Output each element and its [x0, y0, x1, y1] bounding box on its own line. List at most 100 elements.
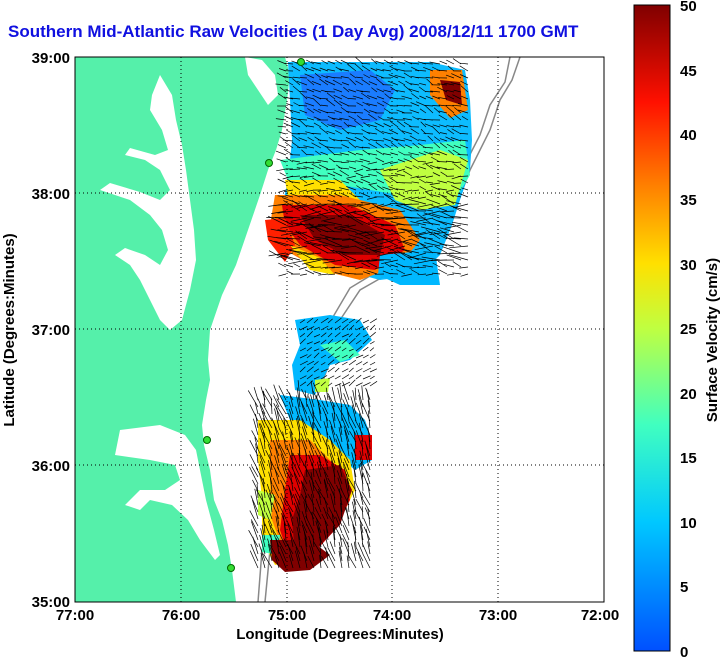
- velocity-arrow: [383, 108, 392, 114]
- velocity-arrow: [354, 509, 364, 527]
- velocity-arrow: [436, 161, 448, 163]
- velocity-arrow: [441, 195, 455, 205]
- velocity-arrow: [365, 443, 371, 464]
- velocity-arrow: [313, 361, 319, 366]
- velocity-arrow: [296, 167, 308, 170]
- velocity-arrow: [327, 346, 333, 352]
- velocity-arrow: [339, 101, 350, 107]
- velocity-arrow: [445, 104, 455, 107]
- velocity-arrow: [340, 192, 350, 198]
- velocity-arrow: [311, 67, 322, 72]
- velocity-arrow: [457, 175, 469, 177]
- velocity-arrow: [318, 195, 329, 198]
- velocity-arrow: [355, 231, 371, 240]
- velocity-arrow: [419, 108, 427, 114]
- velocity-arrow: [373, 168, 385, 171]
- velocity-arrow: [343, 393, 350, 408]
- velocity-arrow: [313, 368, 320, 373]
- velocity-arrow: [296, 516, 301, 534]
- velocity-arrow: [364, 453, 371, 471]
- velocity-arrow: [348, 98, 357, 100]
- velocity-arrow: [334, 272, 343, 275]
- velocity-arrow: [415, 235, 434, 240]
- velocity-arrow: [438, 104, 448, 107]
- velocity-arrow: [355, 332, 361, 338]
- velocity-arrow: [402, 196, 413, 200]
- velocity-arrow: [305, 263, 315, 268]
- velocity-arrow: [359, 456, 364, 471]
- velocity-arrow: [417, 208, 434, 212]
- velocity-arrow: [445, 136, 455, 142]
- velocity-arrow: [286, 129, 294, 135]
- velocity-arrow: [387, 62, 399, 65]
- y-tick-label: 39:00: [32, 50, 70, 67]
- velocity-arrow: [328, 507, 336, 520]
- velocity-arrow: [422, 221, 441, 226]
- velocity-arrow: [360, 463, 364, 478]
- velocity-arrow: [306, 59, 315, 65]
- velocity-arrow: [297, 146, 308, 149]
- velocity-arrow: [312, 177, 322, 184]
- velocity-arrow: [437, 220, 455, 226]
- velocity-arrow: [405, 80, 413, 86]
- velocity-arrow: [376, 252, 392, 257]
- colorbar-tick-label: 45: [680, 63, 697, 80]
- velocity-arrow: [335, 413, 343, 429]
- velocity-arrow: [299, 189, 308, 192]
- velocity-arrow: [310, 224, 329, 229]
- grid-lines: [75, 57, 604, 602]
- velocity-arrow: [274, 555, 280, 569]
- velocity-arrow: [339, 152, 350, 156]
- velocity-arrow: [429, 164, 441, 170]
- velocity-arrow: [408, 199, 427, 205]
- velocity-arrow: [311, 512, 315, 527]
- velocity-arrow: [299, 375, 307, 380]
- velocity-arrow: [376, 96, 385, 100]
- velocity-arrow: [369, 184, 378, 191]
- velocity-arrow: [453, 237, 469, 240]
- velocity-arrow: [292, 78, 301, 86]
- velocity-arrow: [316, 210, 336, 216]
- velocity-arrow: [452, 161, 462, 164]
- velocity-arrow: [327, 147, 336, 156]
- velocity-arrow: [390, 175, 399, 177]
- velocity-arrow: [300, 65, 308, 72]
- velocity-arrow: [449, 252, 469, 254]
- velocity-arrow: [303, 166, 315, 170]
- x-tick-label: 77:00: [56, 607, 94, 624]
- velocity-arrow: [323, 394, 329, 408]
- velocity-arrow: [396, 269, 406, 275]
- velocity-arrow: [263, 553, 273, 569]
- velocity-arrow: [411, 239, 427, 247]
- velocity-arrow: [274, 408, 280, 429]
- velocity-arrow: [277, 210, 294, 214]
- velocity-arrow: [281, 463, 287, 478]
- velocity-arrow: [376, 223, 392, 226]
- velocity-arrow: [317, 488, 329, 506]
- velocity-arrow: [312, 462, 315, 478]
- velocity-arrow: [446, 143, 455, 149]
- velocity-arrow: [314, 150, 322, 156]
- velocity-arrow: [384, 262, 392, 268]
- velocity-arrow: [432, 262, 441, 268]
- velocity-arrow: [404, 60, 413, 65]
- velocity-arrow: [366, 168, 378, 171]
- velocity-arrow: [283, 148, 294, 156]
- velocity-arrow: [297, 252, 315, 255]
- velocity-arrow: [313, 341, 320, 345]
- velocity-arrow: [311, 163, 322, 170]
- velocity-arrow: [258, 412, 266, 429]
- velocity-arrow: [426, 78, 434, 86]
- velocity-arrow: [429, 182, 441, 185]
- velocity-arrow: [360, 192, 371, 198]
- velocity-arrow: [317, 159, 329, 163]
- velocity-arrow: [355, 374, 362, 380]
- velocity-arrow: [301, 418, 308, 436]
- velocity-arrow: [403, 121, 413, 128]
- velocity-arrow: [291, 200, 308, 212]
- velocity-arrow: [350, 396, 357, 415]
- velocity-arrow: [369, 324, 376, 331]
- velocity-arrow: [460, 178, 469, 184]
- velocity-arrow: [306, 354, 312, 359]
- velocity-arrow: [361, 65, 371, 72]
